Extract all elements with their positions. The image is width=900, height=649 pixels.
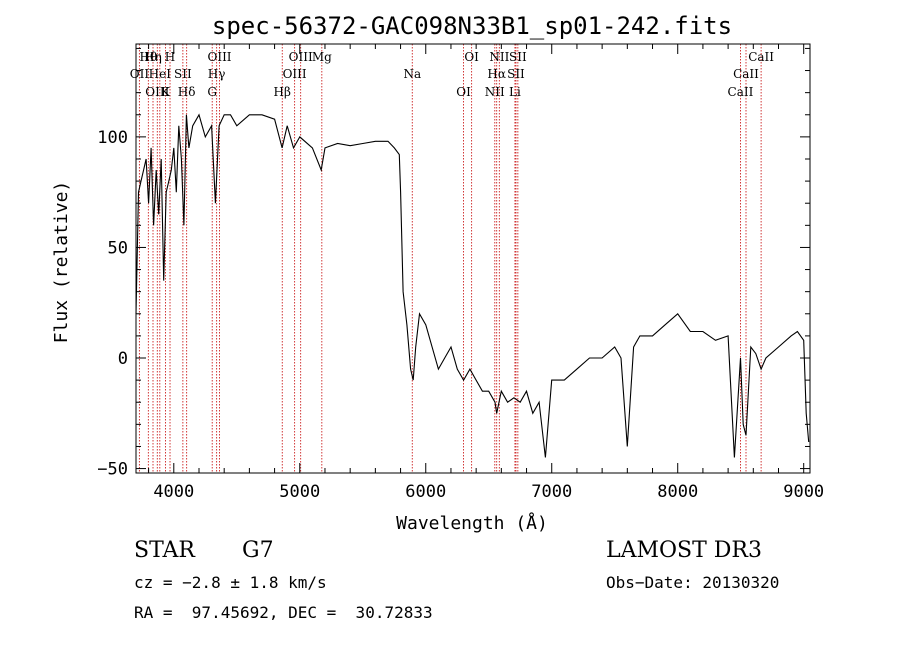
line-label: OIII <box>289 50 313 64</box>
line-label: OI <box>456 85 471 99</box>
line-label: Hθ <box>139 50 157 64</box>
line-label: NII <box>485 85 505 99</box>
x-tick-label: 9000 <box>783 482 824 502</box>
x-tick-label: 6000 <box>405 482 446 502</box>
chart-title: spec-56372-GAC098N33B1_sp01-242.fits <box>212 12 732 40</box>
line-labels: Hθ OII OIII Hη HeI K H SII Hδ OIII Hγ G OIII OIII Hβ Mg… <box>130 50 775 99</box>
line-label: CaII <box>748 50 774 64</box>
x-axis-label: Wavelength (Å) <box>396 512 548 534</box>
redshift-line: cz = −2.8 ± 1.8 km/s <box>134 573 327 592</box>
line-label: CaII <box>733 67 759 81</box>
line-label: Li <box>509 85 521 99</box>
survey-name: LAMOST DR3 <box>606 538 762 563</box>
axis-tick-labels: 4000 5000 6000 7000 8000 9000 −50 0 50 100 <box>97 128 824 502</box>
y-axis-label: Flux (relative) <box>51 181 72 344</box>
y-tick-label: −50 <box>97 460 128 480</box>
spectrum-line <box>135 113 810 458</box>
x-tick-label: 7000 <box>531 482 572 502</box>
line-label: NII <box>489 50 509 64</box>
object-subclass: G7 <box>242 538 274 563</box>
line-label: H <box>165 50 175 64</box>
y-tick-label: 0 <box>118 349 128 369</box>
y-tick-label: 50 <box>108 238 128 258</box>
line-label: SII <box>509 50 527 64</box>
y-tick-label: 100 <box>97 128 128 148</box>
line-label: OI <box>464 50 479 64</box>
line-label: HeI <box>149 67 172 81</box>
line-markers <box>138 44 762 473</box>
plot-frame <box>135 43 811 474</box>
line-label: OIII <box>207 50 231 64</box>
line-label: G <box>207 85 217 99</box>
obs-date-line: Obs−Date: 20130320 <box>606 573 780 592</box>
line-label: Hη <box>144 50 162 64</box>
line-label: Mg <box>312 50 332 64</box>
axis-ticks <box>136 44 810 473</box>
line-label: SII <box>174 67 192 81</box>
coords-line: RA = 97.45692, DEC = 30.72833 <box>134 603 433 622</box>
line-label: K <box>161 85 171 99</box>
line-label: OIII <box>283 67 307 81</box>
x-tick-label: 5000 <box>279 482 320 502</box>
line-label: OII <box>130 67 150 81</box>
line-label: CaII <box>728 85 754 99</box>
x-tick-label: 8000 <box>657 482 698 502</box>
line-label: OIII <box>145 85 169 99</box>
line-label: SII <box>507 67 525 81</box>
line-label: Hα <box>487 67 506 81</box>
line-label: Hβ <box>274 85 291 99</box>
line-label: Na <box>403 67 421 81</box>
line-label: Hδ <box>178 85 196 99</box>
x-tick-label: 4000 <box>153 482 194 502</box>
object-class: STAR <box>134 538 195 563</box>
line-label: Hγ <box>208 67 226 81</box>
